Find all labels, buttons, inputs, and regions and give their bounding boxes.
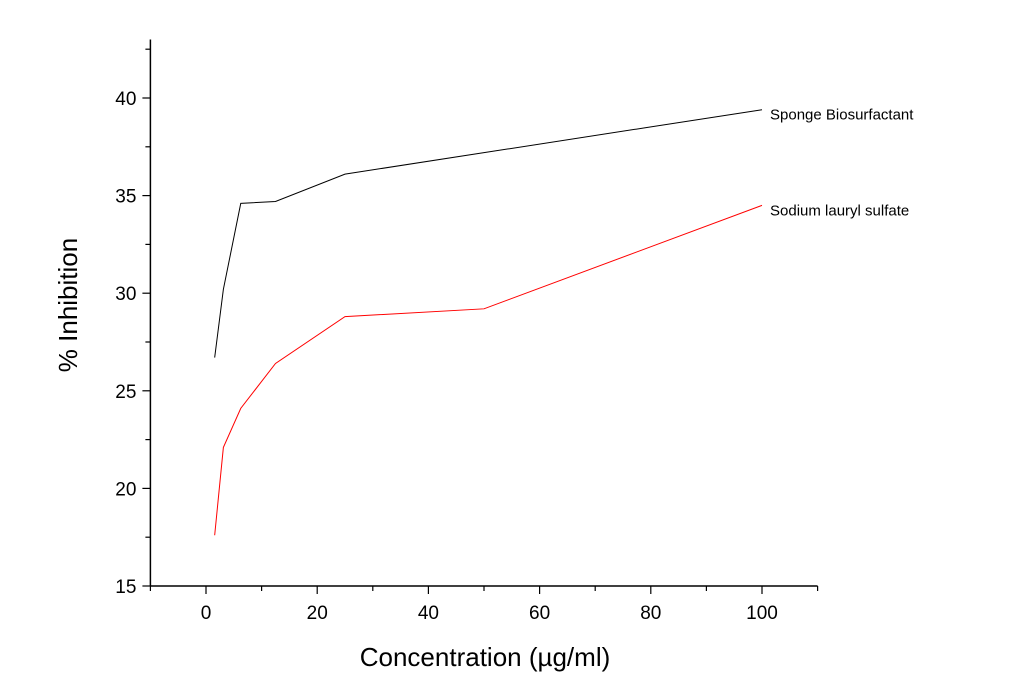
y-tick-label: 30 bbox=[115, 284, 136, 305]
series-group: Sponge Biosurfactant Sodium lauryl sulfat… bbox=[214, 107, 914, 536]
x-tick-label: 80 bbox=[640, 603, 661, 624]
axes: 0 20 40 60 80 100 15 20 25 30 35 40 bbox=[115, 39, 819, 624]
series-label: Sponge Biosurfactant bbox=[770, 107, 914, 124]
x-tick-label: 20 bbox=[307, 603, 328, 624]
x-tick-label: 100 bbox=[746, 603, 778, 624]
y-tick-label: 15 bbox=[115, 577, 136, 598]
y-tick-label: 35 bbox=[115, 187, 136, 208]
y-tick-label: 40 bbox=[115, 89, 136, 110]
x-axis-label: Concentration (µg/ml) bbox=[360, 642, 611, 672]
x-tick-label: 60 bbox=[529, 603, 550, 624]
series-label: Sodium lauryl sulfate bbox=[770, 202, 909, 219]
x-tick-label: 0 bbox=[201, 603, 212, 624]
x-tick-label: 40 bbox=[418, 603, 439, 624]
y-tick-label: 25 bbox=[115, 382, 136, 403]
series-line-sponge-biosurfactant bbox=[214, 109, 763, 358]
y-tick-label: 20 bbox=[115, 479, 136, 500]
series-line-sodium-lauryl-sulfate bbox=[214, 204, 763, 536]
y-axis-label: % Inhibition bbox=[53, 238, 83, 372]
